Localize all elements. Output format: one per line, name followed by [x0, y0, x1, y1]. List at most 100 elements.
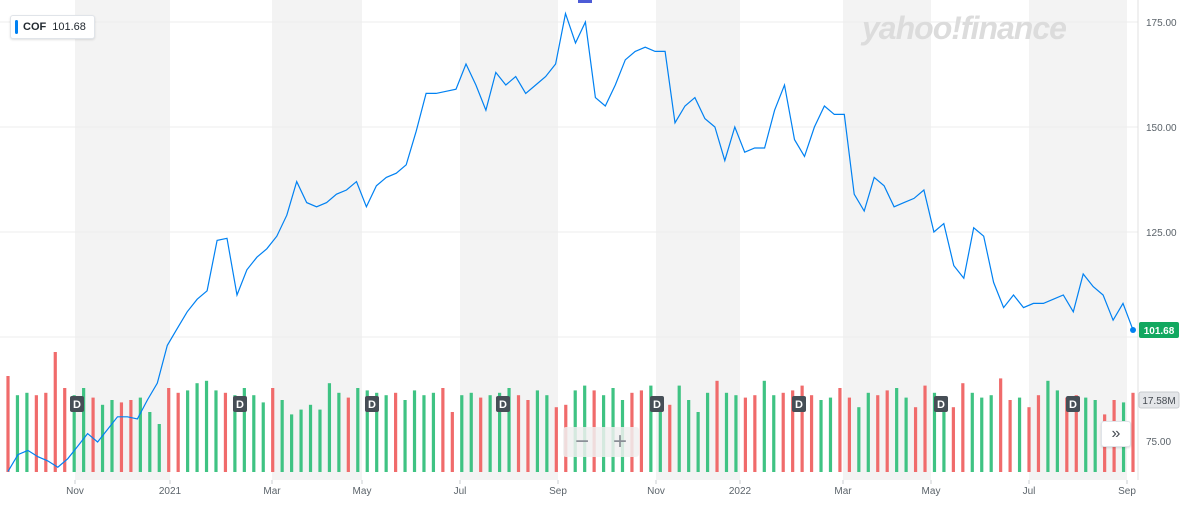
- volume-bar: [705, 392, 710, 472]
- volume-bar: [157, 424, 161, 472]
- x-tick-label: Mar: [263, 486, 281, 497]
- volume-bar: [233, 395, 237, 472]
- volume-bar: [15, 395, 20, 472]
- y-tick-label: 150.00: [1146, 123, 1177, 134]
- volume-bar: [252, 395, 256, 472]
- last-point: [1130, 326, 1136, 333]
- volume-bar: [412, 390, 417, 472]
- dividend-label: D: [653, 399, 661, 411]
- volume-bar: [942, 409, 946, 472]
- x-tick-label: Nov: [647, 486, 665, 497]
- zoom-in-button[interactable]: +: [612, 428, 627, 455]
- dividend-marker: D: [233, 396, 247, 412]
- volume-bar: [479, 397, 483, 472]
- volume-bar: [375, 392, 379, 472]
- dividend-marker: D: [934, 396, 948, 412]
- brand-watermark: yahoo!finance: [862, 10, 1067, 46]
- volume-bar: [895, 388, 899, 472]
- volume-label: 17.58M: [1142, 396, 1175, 407]
- volume-bar: [204, 380, 209, 472]
- volume-bar: [148, 412, 152, 472]
- volume-bar: [1027, 407, 1031, 472]
- zoom-out-button[interactable]: −: [574, 428, 589, 455]
- volume-bar: [724, 392, 729, 472]
- price-line: [7, 11, 1134, 472]
- volume-bar: [318, 409, 322, 472]
- volume-bar: [469, 392, 473, 472]
- volume-bar: [431, 392, 436, 472]
- volume-bar: [885, 390, 889, 472]
- volume-bar: [82, 388, 86, 472]
- y-tick-label: 125.00: [1146, 228, 1177, 239]
- y-axis: 175.00 150.00 125.00 75.00: [1146, 18, 1177, 448]
- volume-bar: [904, 397, 908, 472]
- volume-bar: [838, 388, 842, 472]
- volume-bar: [857, 407, 861, 472]
- dividend-marker: D: [70, 396, 84, 412]
- volume-bar: [526, 400, 530, 472]
- scroll-forward-button[interactable]: »: [1101, 421, 1131, 447]
- volume-bar: [195, 383, 199, 472]
- dividend-badge: [650, 396, 664, 412]
- volume-bar: [913, 407, 918, 472]
- volume-bar: [44, 392, 48, 472]
- volume-bar: [271, 388, 275, 472]
- dividend-label: D: [499, 399, 507, 411]
- dividend-marker: D: [1066, 396, 1080, 412]
- volume-bar: [989, 395, 993, 472]
- dividend-label: D: [236, 399, 244, 411]
- volume-bar: [639, 390, 644, 472]
- gridlines: [0, 0, 1139, 480]
- volume-bar: [545, 395, 549, 472]
- x-tick-label: Jul: [454, 486, 467, 497]
- period-band: [75, 0, 170, 480]
- volume-bar: [961, 383, 965, 472]
- zoom-controls: − +: [563, 427, 639, 457]
- y-tick-label: 75.00: [1146, 437, 1171, 448]
- range-marker[interactable]: [578, 0, 592, 3]
- volume-bar: [25, 392, 29, 472]
- dividend-badge: [1066, 396, 1080, 412]
- volume-bar: [696, 412, 700, 472]
- volume-bar: [800, 385, 804, 472]
- volume-bar: [1046, 380, 1050, 472]
- volume-bar: [1131, 392, 1135, 472]
- series-legend[interactable]: COF 101.68: [10, 15, 95, 39]
- volume-bar: [167, 388, 171, 472]
- dividend-badge: [70, 396, 84, 412]
- dividend-badge: [233, 396, 247, 412]
- volume-bar: [488, 395, 492, 472]
- volume-bar: [186, 390, 190, 472]
- volume-bar: [327, 383, 332, 472]
- dividend-marker: D: [496, 396, 510, 412]
- volume-bar: [876, 395, 880, 472]
- volume-bar: [970, 392, 974, 472]
- volume-bar: [999, 378, 1003, 472]
- x-tick-label: May: [353, 486, 372, 497]
- last-price-tag: [1139, 321, 1179, 338]
- volume-bar: [422, 395, 426, 472]
- x-tick-label: Mar: [834, 486, 852, 497]
- volume-bar: [1074, 395, 1078, 472]
- x-tick-label: May: [922, 486, 941, 497]
- volume-bar: [356, 388, 360, 472]
- volume-bar: [110, 400, 114, 472]
- dividend-label: D: [73, 399, 81, 411]
- volume-bar: [1008, 400, 1012, 472]
- dividend-marker: D: [792, 396, 806, 412]
- volume-bar: [72, 395, 76, 472]
- volume-bar: [460, 395, 464, 472]
- volume-bar: [658, 400, 662, 472]
- volume-bar: [649, 385, 653, 472]
- x-tick-label: Nov: [66, 486, 84, 497]
- volume-bar: [507, 388, 511, 472]
- volume-bar: [403, 400, 407, 472]
- dividend-marker: D: [650, 396, 664, 412]
- volume-bar: [290, 414, 294, 472]
- volume-bar: [365, 390, 369, 472]
- volume-bar: [668, 404, 672, 472]
- volume-bar: [1065, 397, 1069, 472]
- volume-bar: [441, 388, 445, 472]
- y-tick-label: 175.00: [1146, 18, 1177, 29]
